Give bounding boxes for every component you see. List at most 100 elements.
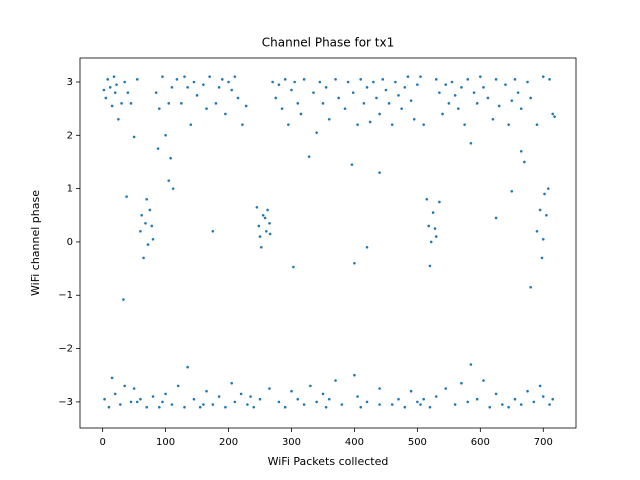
point — [321, 392, 325, 396]
point — [293, 80, 296, 84]
point — [302, 78, 306, 81]
point — [106, 78, 109, 81]
point — [353, 261, 356, 265]
point — [540, 256, 544, 260]
point — [356, 395, 359, 398]
point — [145, 405, 149, 409]
point — [507, 123, 510, 126]
point — [135, 400, 139, 404]
point — [475, 397, 479, 401]
point — [118, 403, 122, 406]
point — [551, 112, 555, 116]
point — [469, 363, 473, 366]
point — [444, 387, 448, 390]
point — [244, 104, 248, 108]
point — [453, 403, 457, 406]
point — [161, 75, 164, 78]
point — [126, 91, 130, 94]
point — [353, 373, 356, 377]
point — [211, 403, 215, 406]
point — [466, 78, 470, 81]
point — [227, 80, 230, 84]
point — [434, 395, 438, 398]
point — [543, 192, 546, 196]
point — [233, 400, 237, 404]
point — [259, 245, 263, 249]
point — [453, 94, 457, 97]
point — [469, 142, 473, 145]
point — [265, 229, 268, 233]
point — [507, 405, 510, 409]
point — [261, 213, 265, 217]
point — [433, 227, 437, 230]
point — [158, 107, 161, 110]
x-tick-label: 0 — [99, 437, 105, 448]
x-tick-label: 700 — [534, 437, 553, 448]
point — [164, 392, 167, 396]
point — [274, 96, 278, 100]
point — [362, 102, 366, 105]
point — [117, 118, 120, 121]
point — [553, 115, 556, 118]
point — [110, 376, 114, 380]
point — [292, 265, 295, 269]
point — [472, 91, 476, 94]
point — [125, 195, 128, 198]
point — [346, 80, 350, 84]
point — [239, 392, 243, 396]
point — [523, 160, 526, 164]
point — [479, 75, 482, 78]
point — [387, 102, 391, 105]
point — [151, 395, 155, 398]
point — [123, 384, 126, 388]
point — [425, 197, 429, 201]
point — [378, 403, 381, 406]
point — [504, 83, 507, 86]
point — [112, 75, 116, 78]
point — [154, 91, 158, 94]
point — [409, 389, 413, 393]
point — [516, 91, 520, 94]
point — [337, 96, 341, 100]
point — [230, 381, 233, 385]
point — [283, 405, 287, 409]
point — [224, 405, 227, 409]
point — [277, 400, 281, 404]
point — [535, 123, 539, 126]
point — [299, 112, 303, 116]
point — [230, 88, 233, 92]
point — [365, 400, 369, 404]
point — [327, 118, 331, 121]
point — [334, 379, 337, 382]
point — [447, 102, 451, 105]
point — [189, 123, 193, 126]
point — [510, 189, 514, 193]
y-tick-label: 1 — [67, 184, 73, 195]
point — [290, 389, 293, 393]
point — [107, 405, 111, 409]
point — [142, 256, 145, 260]
y-tick-label: −2 — [58, 344, 73, 355]
point — [233, 75, 237, 78]
point — [192, 80, 196, 84]
point — [427, 224, 431, 228]
point — [350, 163, 354, 166]
point — [356, 123, 359, 126]
point — [532, 400, 536, 404]
point — [120, 102, 123, 105]
point — [169, 156, 172, 160]
point — [192, 397, 196, 401]
point — [434, 235, 438, 238]
point — [205, 107, 208, 110]
point — [263, 216, 267, 220]
point — [258, 397, 262, 401]
point — [257, 224, 261, 228]
point — [290, 88, 293, 92]
point — [444, 83, 448, 86]
point — [324, 86, 328, 89]
point — [340, 403, 344, 406]
point — [460, 381, 463, 385]
point — [545, 213, 548, 217]
point — [246, 403, 249, 406]
